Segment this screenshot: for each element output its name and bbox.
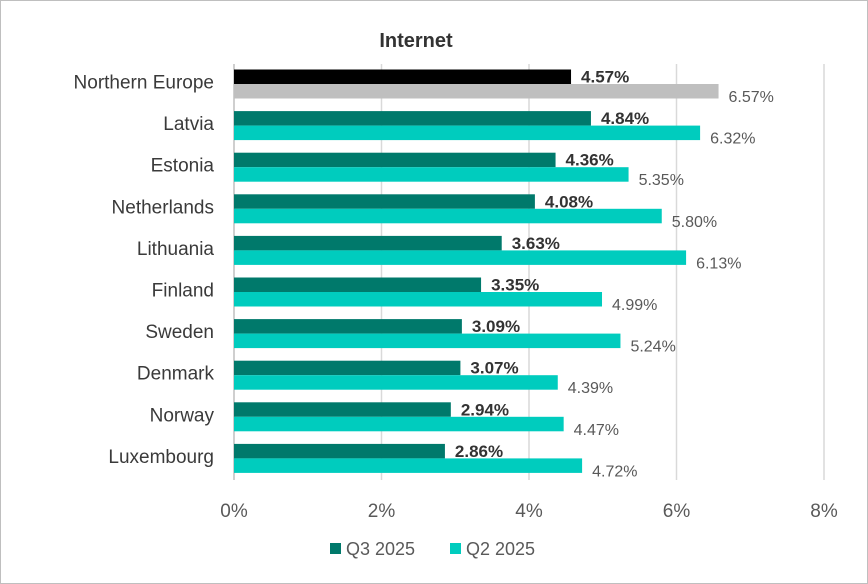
bar-q3-2025-finland xyxy=(234,277,482,292)
category-label-estonia: Estonia xyxy=(151,156,215,177)
bar-q3-2025-luxembourg xyxy=(234,443,445,459)
x-tick-label: 2% xyxy=(368,501,396,522)
legend-label-q2-2025: Q2 2025 xyxy=(466,539,535,559)
x-tick-label: 6% xyxy=(663,501,691,522)
data-label-q2-2025-estonia: 5.35% xyxy=(639,172,684,189)
bar-q2-2025-lithuania xyxy=(234,250,687,265)
data-label-q2-2025-latvia: 6.32% xyxy=(710,131,755,148)
bar-q3-2025-denmark xyxy=(234,360,461,376)
legend-swatch-q3-2025 xyxy=(330,543,341,554)
data-label-q3-2025-sweden: 3.09% xyxy=(472,317,520,336)
category-labels: Northern Europe Latvia Estonia Netherlands L… xyxy=(74,73,215,468)
data-label-q3-2025-luxembourg: 2.86% xyxy=(455,442,503,461)
category-label-lithuania: Lithuania xyxy=(137,239,215,260)
legend: Q3 2025 Q2 2025 xyxy=(330,539,535,559)
x-tick-label: 4% xyxy=(515,501,543,522)
category-label-latvia: Latvia xyxy=(163,114,214,135)
bar-q2-2025-northern-europe xyxy=(234,84,719,99)
chart-title: Internet xyxy=(379,30,453,52)
data-label-q2-2025-luxembourg: 4.72% xyxy=(592,463,637,480)
bar-q2-2025-norway xyxy=(234,416,564,432)
x-tick-label: 8% xyxy=(810,501,838,522)
bar-q2-2025-netherlands xyxy=(234,208,662,224)
bar-q3-2025-sweden xyxy=(234,319,462,334)
bar-q3-2025-estonia xyxy=(234,152,556,168)
category-label-norway: Norway xyxy=(150,405,215,426)
data-label-q2-2025-sweden: 5.24% xyxy=(630,339,675,356)
category-label-finland: Finland xyxy=(152,281,214,302)
data-label-q3-2025-latvia: 4.84% xyxy=(601,109,649,128)
data-label-q3-2025-netherlands: 4.08% xyxy=(545,192,593,211)
legend-swatch-q2-2025 xyxy=(450,543,461,554)
bars: 4.57% 6.57% 4.84% 6.32% 4.36% 5.35% 4.08% 5.80%… xyxy=(234,68,774,480)
bar-q2-2025-finland xyxy=(234,292,603,307)
data-label-q3-2025-norway: 2.94% xyxy=(461,400,509,419)
bar-q3-2025-netherlands xyxy=(234,194,535,209)
data-label-q3-2025-finland: 3.35% xyxy=(491,276,539,295)
category-label-denmark: Denmark xyxy=(137,364,215,385)
data-label-q2-2025-denmark: 4.39% xyxy=(568,380,613,397)
category-label-northern-europe: Northern Europe xyxy=(74,73,214,94)
data-label-q2-2025-lithuania: 6.13% xyxy=(696,255,741,272)
data-label-q3-2025-estonia: 4.36% xyxy=(566,151,614,170)
bar-q3-2025-norway xyxy=(234,402,451,417)
category-label-luxembourg: Luxembourg xyxy=(108,447,214,468)
bar-q2-2025-luxembourg xyxy=(234,458,583,473)
bar-q3-2025-latvia xyxy=(234,111,591,126)
bar-q3-2025-northern-europe xyxy=(234,69,572,84)
bar-q2-2025-latvia xyxy=(234,125,701,141)
data-label-q3-2025-lithuania: 3.63% xyxy=(512,234,560,253)
data-label-q2-2025-netherlands: 5.80% xyxy=(672,214,717,231)
data-label-q3-2025-northern-europe: 4.57% xyxy=(581,68,629,87)
x-tick-label: 0% xyxy=(220,501,248,522)
bar-q2-2025-estonia xyxy=(234,167,629,182)
bar-q3-2025-lithuania xyxy=(234,235,502,251)
data-label-q2-2025-finland: 4.99% xyxy=(612,297,657,314)
category-label-netherlands: Netherlands xyxy=(112,197,214,218)
data-label-q3-2025-denmark: 3.07% xyxy=(470,359,518,378)
data-label-q2-2025-northern-europe: 6.57% xyxy=(729,89,774,106)
category-label-sweden: Sweden xyxy=(145,322,214,343)
bar-q2-2025-denmark xyxy=(234,375,558,390)
bar-q2-2025-sweden xyxy=(234,333,621,349)
legend-label-q3-2025: Q3 2025 xyxy=(346,539,415,559)
x-tick-labels: 0% 2% 4% 6% 8% xyxy=(220,501,838,522)
data-label-q2-2025-norway: 4.47% xyxy=(574,422,619,439)
